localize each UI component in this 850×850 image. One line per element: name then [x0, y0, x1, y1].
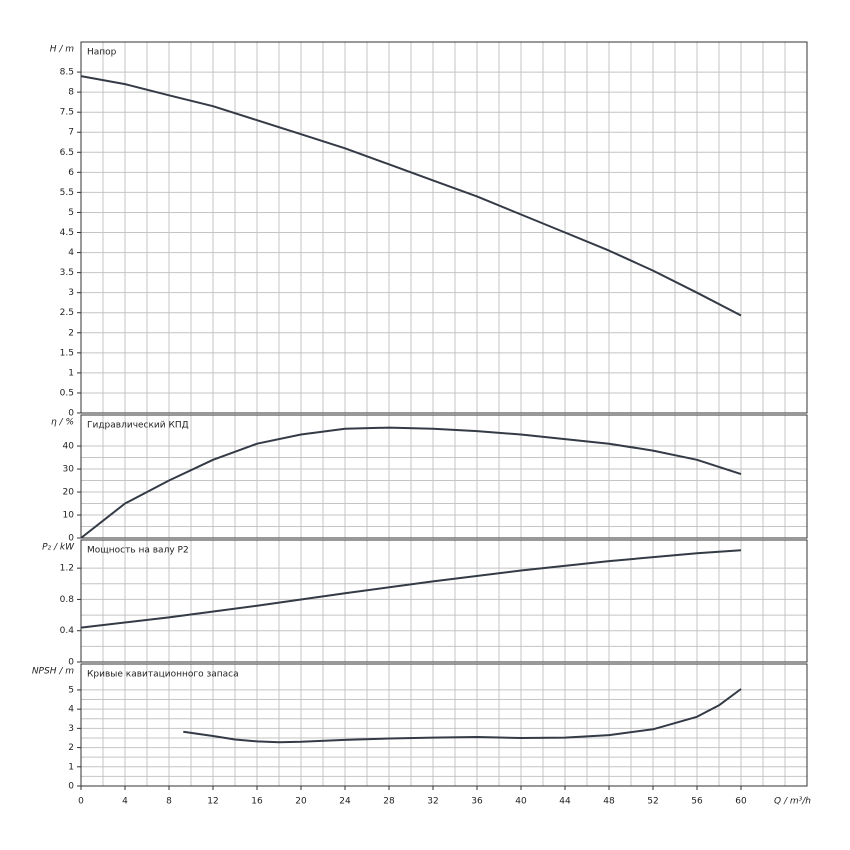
x-tick-label: 8	[166, 797, 172, 807]
curve	[80, 426, 742, 539]
y-tick-label: 2	[68, 328, 74, 338]
y-tick-label: 5	[68, 208, 74, 218]
x-tick-label: 28	[383, 797, 395, 807]
y-tick-label: 0	[68, 534, 74, 544]
y-axis-label: NPSH / m	[32, 667, 74, 677]
y-axis-label: H / m	[50, 45, 75, 55]
x-tick-label: 4	[122, 797, 128, 807]
y-tick-label: 1.2	[60, 564, 74, 574]
x-tick-label: 48	[603, 797, 615, 807]
x-tick-label: 44	[559, 797, 571, 807]
y-tick-label: 6.5	[60, 148, 74, 158]
y-tick-label: 3.5	[60, 268, 74, 278]
y-tick-label: 6	[68, 168, 74, 178]
curve	[80, 75, 742, 317]
x-tick-label: 40	[515, 797, 527, 807]
panel-title: Напор	[87, 48, 117, 58]
panel-frame	[80, 41, 808, 414]
x-tick-label: 36	[471, 797, 483, 807]
y-tick-label: 5	[68, 685, 74, 695]
y-tick-label: 2.5	[60, 308, 74, 318]
y-tick-label: 7	[68, 128, 74, 138]
y-tick-label: 5.5	[60, 188, 74, 198]
y-tick-label: 1	[68, 762, 74, 772]
panel-title: Гидравлический КПД	[87, 421, 189, 431]
curve	[183, 688, 742, 744]
y-axis-label: P₂ / kW	[42, 543, 75, 553]
y-tick-label: 0	[68, 658, 74, 668]
y-tick-label: 30	[63, 465, 75, 475]
y-axis-label: η / %	[51, 418, 74, 428]
y-tick-label: 4.5	[60, 228, 74, 238]
curve	[80, 549, 742, 629]
panel-frame	[80, 663, 808, 787]
y-tick-label: 0.8	[60, 595, 75, 605]
x-tick-label: 20	[295, 797, 307, 807]
panel-frame	[80, 539, 808, 663]
y-tick-label: 0	[68, 409, 74, 419]
y-tick-label: 0.4	[60, 626, 75, 636]
y-tick-label: 1	[68, 368, 74, 378]
x-axis-label: Q / m³/h	[774, 797, 811, 807]
x-tick-label: 32	[427, 797, 438, 807]
panel-title: Мощность на валу P2	[87, 546, 189, 556]
x-tick-label: 52	[647, 797, 658, 807]
y-tick-label: 7.5	[60, 108, 74, 118]
x-tick-label: 12	[207, 797, 218, 807]
y-tick-label: 4	[68, 248, 74, 258]
y-tick-label: 20	[63, 488, 75, 498]
y-tick-label: 3	[68, 724, 74, 734]
x-tick-label: 60	[735, 797, 747, 807]
x-tick-label: 16	[251, 797, 263, 807]
y-tick-label: 2	[68, 743, 74, 753]
y-tick-label: 3	[68, 288, 74, 298]
y-tick-label: 8	[68, 88, 74, 98]
y-tick-label: 0.5	[60, 388, 74, 398]
y-tick-label: 8.5	[60, 68, 74, 78]
x-tick-label: 24	[339, 797, 351, 807]
x-tick-label: 56	[691, 797, 703, 807]
panel-frame	[80, 414, 808, 539]
x-tick-label: 0	[78, 797, 84, 807]
y-tick-label: 0	[68, 782, 74, 792]
y-tick-label: 1.5	[60, 348, 74, 358]
panel-title: Кривые кавитационного запаса	[87, 670, 239, 680]
y-tick-label: 40	[63, 442, 75, 452]
y-tick-label: 4	[68, 705, 74, 715]
y-tick-label: 10	[63, 511, 75, 521]
